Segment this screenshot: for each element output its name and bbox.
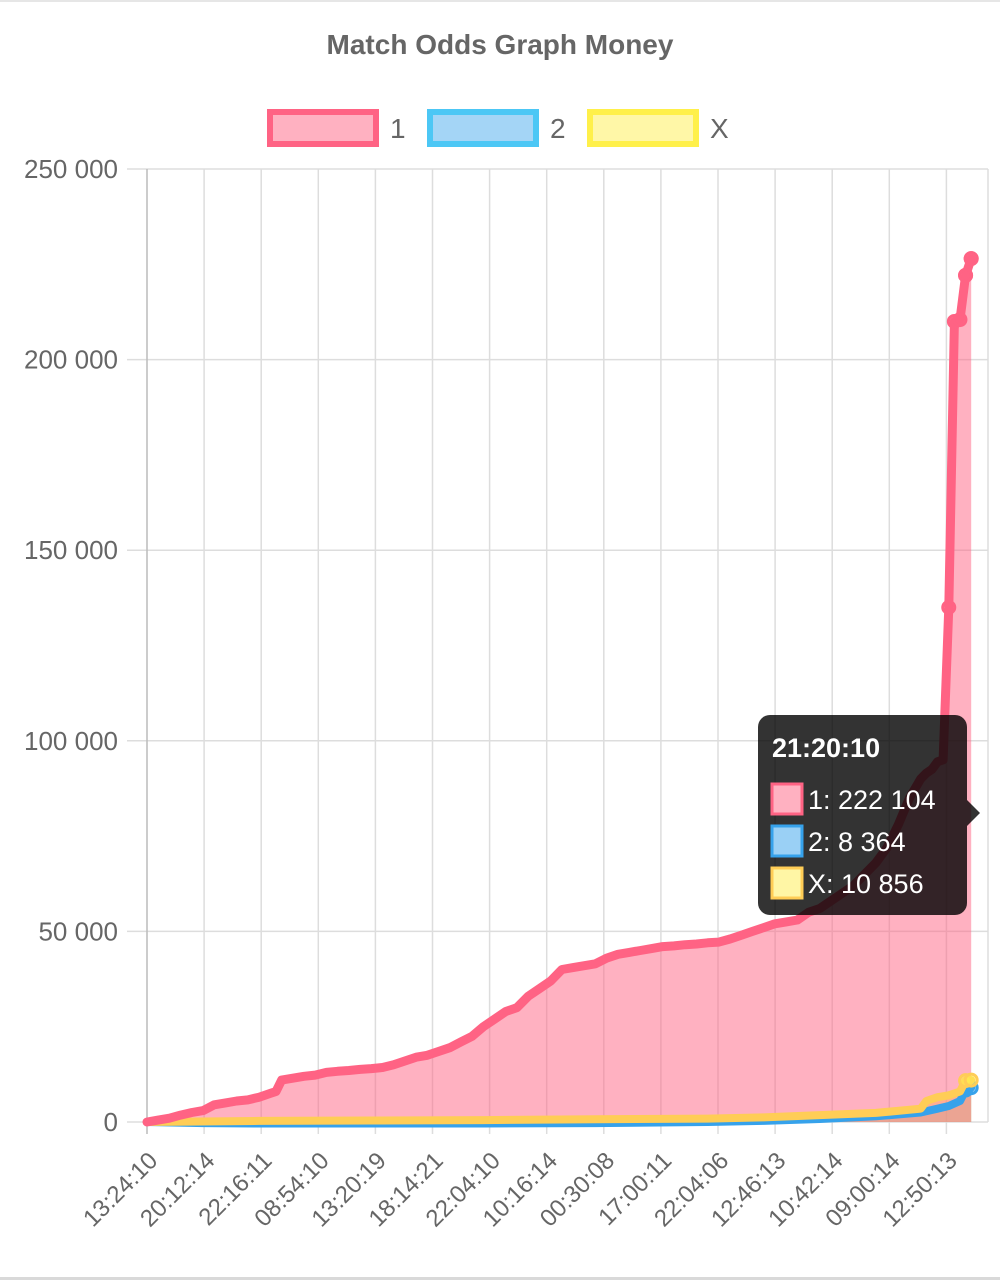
legend-swatch-2 <box>427 109 539 147</box>
tooltip-box <box>758 715 967 915</box>
legend-label-2: 2 <box>550 113 566 144</box>
y-tick-label: 100 000 <box>24 726 118 756</box>
tooltip-item-2: 2: 8 364 <box>808 827 906 857</box>
tooltip-swatch-1 <box>770 782 804 816</box>
legend: 1 2 X <box>267 109 729 147</box>
legend-label-1: 1 <box>390 113 406 144</box>
tooltip-caret <box>967 800 980 826</box>
area-layer <box>147 258 972 1124</box>
tooltip-title: 21:20:10 <box>772 733 880 763</box>
legend-swatch-1 <box>267 109 379 147</box>
tooltip: 21:20:10 1: 222 104 2: 8 364 X: 10 856 <box>758 715 980 915</box>
chart-title: Match Odds Graph Money <box>327 29 674 60</box>
bottom-divider <box>0 1277 1000 1280</box>
data-point-1 <box>952 312 968 328</box>
tooltip-item-X: X: 10 856 <box>808 869 924 899</box>
tooltip-swatch-2 <box>770 824 804 858</box>
top-divider <box>0 0 1000 2</box>
tooltip-item-1: 1: 222 104 <box>808 785 936 815</box>
series-line-X <box>143 1076 976 1126</box>
data-point-X <box>963 1072 979 1088</box>
legend-swatch-X <box>587 109 699 147</box>
legend-label-X: X <box>710 113 729 144</box>
y-tick-label: 200 000 <box>24 345 118 375</box>
data-point-1 <box>958 267 974 283</box>
y-tick-label: 150 000 <box>24 535 118 565</box>
y-tick-label: 250 000 <box>24 154 118 184</box>
y-tick-label: 0 <box>104 1107 118 1137</box>
tooltip-swatch-X <box>770 866 804 900</box>
data-point-1 <box>941 599 957 615</box>
series-area-1 <box>147 258 972 1123</box>
y-tick-label: 50 000 <box>38 916 118 946</box>
data-point-1 <box>963 251 979 267</box>
